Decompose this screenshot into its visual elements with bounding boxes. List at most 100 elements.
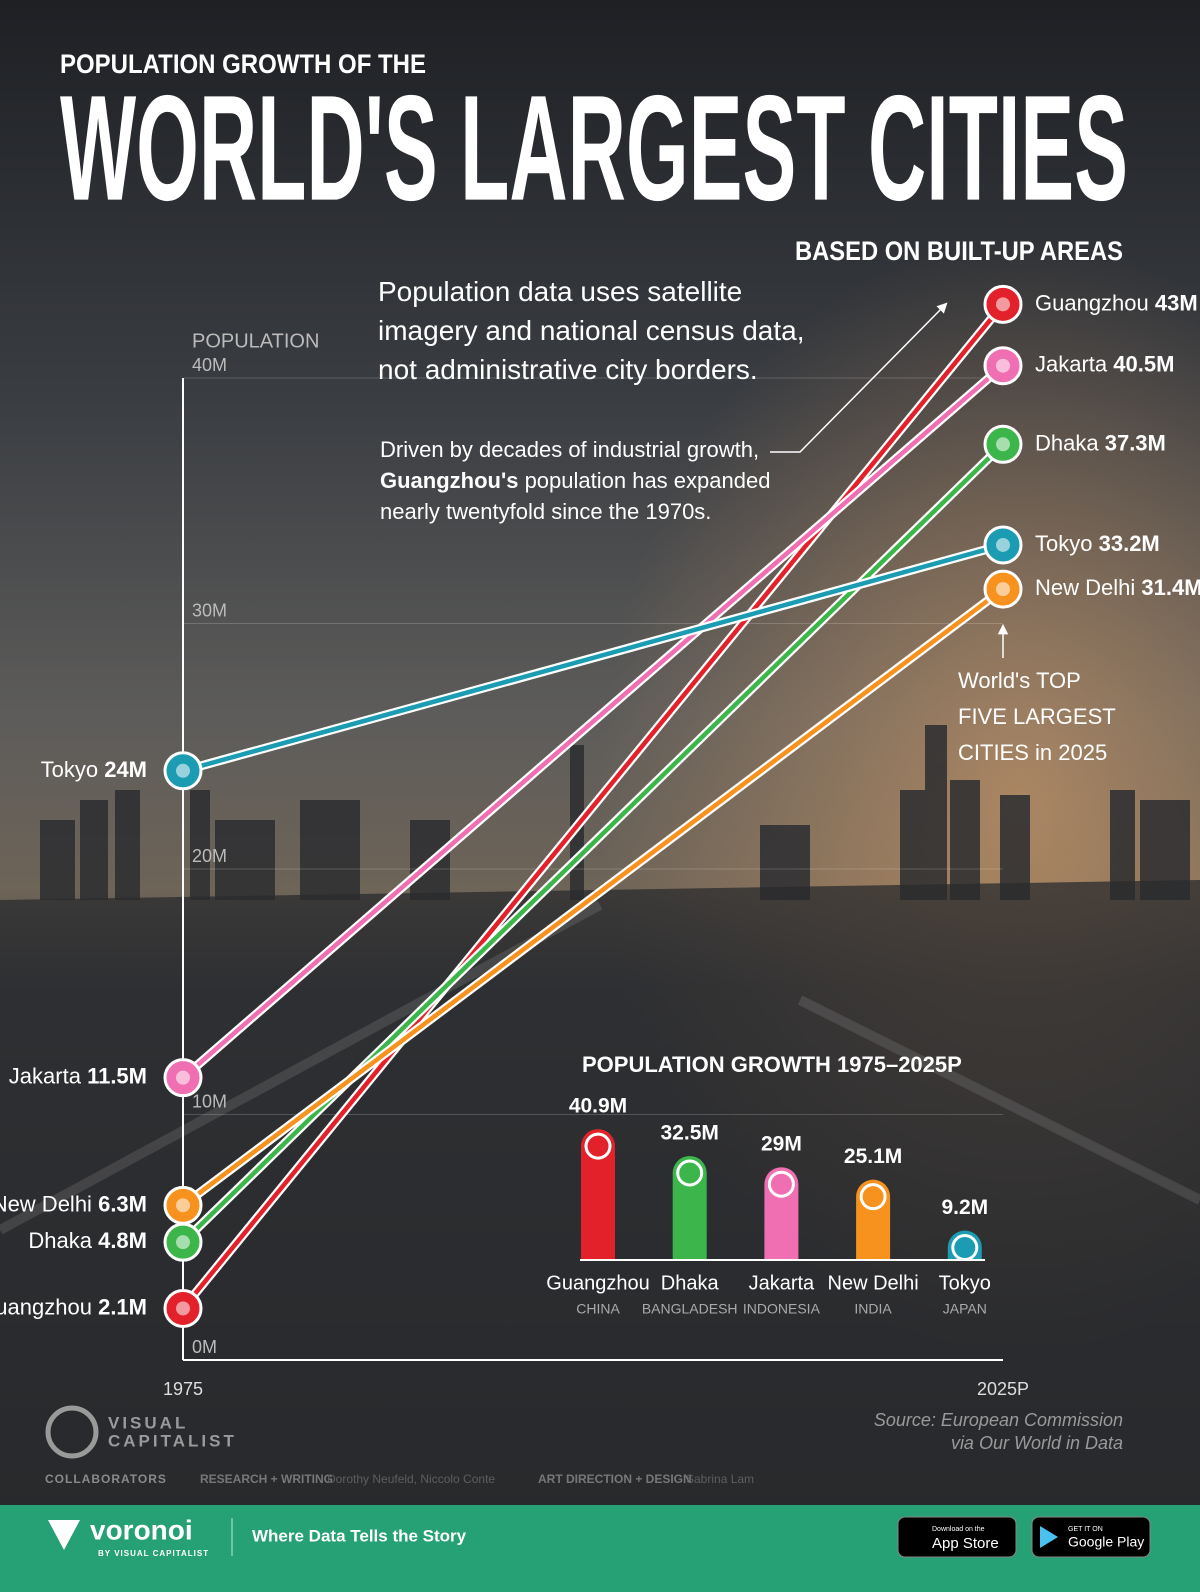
badge-text[interactable]: App Store <box>932 1535 999 1552</box>
annotation-text: not administrative city borders. <box>378 354 758 385</box>
annotation-text: imagery and national census data, <box>378 315 805 346</box>
value-label: 33.2M <box>1099 531 1160 556</box>
series-line <box>180 363 1006 1080</box>
value-label: 24M <box>104 757 147 782</box>
footer-brand: voronoi <box>90 1514 193 1545</box>
city-name: Guangzhou <box>0 1294 92 1319</box>
google-play-badge[interactable]: GET IT ON Google Play <box>1031 1516 1151 1558</box>
city-name: Jakarta <box>9 1063 82 1088</box>
credits-names: Dorothy Neufeld, Niccolo Conte <box>327 1472 495 1486</box>
bar-emblem <box>584 1132 612 1160</box>
badge-text[interactable]: Google Play <box>1068 1534 1144 1550</box>
point-label: Guangzhou 43M <box>1035 290 1198 315</box>
credits-label: RESEARCH + WRITING <box>200 1472 333 1486</box>
bar-category-label: Guangzhou <box>546 1272 649 1294</box>
footer-tagline: Where Data Tells the Story <box>252 1526 467 1545</box>
marker-emblem <box>996 297 1010 312</box>
voronoi-mark <box>48 1520 80 1550</box>
value-label: 31.4M <box>1141 575 1200 600</box>
y-tick-label: 20M <box>192 846 227 866</box>
y-tick-label: 30M <box>192 600 227 620</box>
annotation-arrow <box>770 302 948 453</box>
annotation: nearly twentyfold since the 1970s. <box>380 499 711 524</box>
bar <box>581 1129 615 1260</box>
annotation: World's TOP <box>958 668 1081 693</box>
point-label: Dhaka 4.8M <box>28 1228 147 1253</box>
marker-emblem <box>176 763 190 778</box>
annotation-text: population has expanded <box>518 468 770 493</box>
bar-value-label: 9.2M <box>941 1196 988 1219</box>
badge-frame[interactable] <box>1031 1516 1151 1558</box>
bar-chart: POPULATION GROWTH 1975–2025P 40.9M Guangzh… <box>546 1052 991 1317</box>
value-label: 43M <box>1155 290 1198 315</box>
annotation-text: Population data uses satellite <box>378 276 742 307</box>
bar-category-label: Dhaka <box>661 1272 720 1294</box>
source: via Our World in Data <box>951 1433 1123 1453</box>
bar-emblem <box>859 1183 887 1211</box>
point-label: Jakarta 11.5M <box>9 1063 147 1088</box>
footer-brand-sub: BY VISUAL CAPITALIST <box>98 1549 209 1558</box>
annotation-text: CITIES in 2025 <box>958 740 1107 765</box>
bar-category-label: Tokyo <box>939 1272 991 1294</box>
marker-emblem <box>176 1070 190 1085</box>
marker-emblem <box>996 582 1010 597</box>
point-label: Tokyo 24M <box>41 757 147 782</box>
source: Source: European Commission <box>874 1410 1123 1430</box>
bar-sublabel: INDIA <box>854 1301 892 1317</box>
logo-text: CAPITALIST <box>108 1431 237 1450</box>
city-name: Tokyo <box>1035 531 1092 556</box>
marker-emblem <box>996 437 1010 452</box>
x-tick-label: 1975 <box>163 1379 203 1399</box>
annotation: imagery and national census data, <box>378 315 805 346</box>
credits-label: ART DIRECTION + DESIGN <box>538 1472 692 1486</box>
value-label: 2.1M <box>98 1294 147 1319</box>
annotation: Guangzhou's population has expanded <box>380 468 770 493</box>
point-label: Tokyo 33.2M <box>1035 531 1160 556</box>
marker-emblem <box>176 1235 190 1250</box>
badge-small-text[interactable]: GET IT ON <box>1068 1526 1103 1533</box>
visual-capitalist-logo: VISUAL CAPITALIST <box>45 1405 237 1459</box>
y-tick-label: 0M <box>192 1337 217 1357</box>
city-name: Jakarta <box>1035 352 1108 377</box>
value-label: 11.5M <box>87 1063 147 1088</box>
bar-emblem <box>951 1234 979 1262</box>
credits: COLLABORATORS RESEARCH + WRITING Dorothy… <box>45 1472 754 1486</box>
city-name: Dhaka <box>1035 430 1099 455</box>
marker-emblem <box>176 1301 190 1316</box>
bar-value-label: 40.9M <box>569 1095 627 1118</box>
credits-heading: COLLABORATORS <box>45 1472 167 1486</box>
annotation: not administrative city borders. <box>378 354 758 385</box>
badge-frame[interactable] <box>897 1516 1017 1558</box>
y-tick-label: 10M <box>192 1091 227 1111</box>
marker-emblem <box>176 1198 190 1213</box>
series-line <box>180 442 1006 1245</box>
marker-emblem <box>996 537 1010 552</box>
bar-sublabel: BANGLADESH <box>642 1301 738 1317</box>
road-lines <box>0 900 1200 1235</box>
bar-emblem <box>676 1159 704 1187</box>
annotation: FIVE LARGEST <box>958 704 1116 729</box>
x-tick-label: 2025P <box>977 1379 1029 1399</box>
city-name: New Delhi <box>1035 575 1135 600</box>
annotation-text: FIVE LARGEST <box>958 704 1116 729</box>
title: WORLD'S LARGEST CITIES <box>60 64 1128 232</box>
subtitle: BASED ON BUILT-UP AREAS <box>795 236 1123 266</box>
value-label: 6.3M <box>98 1191 147 1216</box>
marker-emblem <box>996 358 1010 373</box>
point-label: Jakarta 40.5M <box>1035 352 1174 377</box>
point-label: Guangzhou 2.1M <box>0 1294 147 1319</box>
point-label: Dhaka 37.3M <box>1035 430 1166 455</box>
app-store-badge[interactable]: Download on the App Store <box>897 1516 1017 1558</box>
annotation-text: World's TOP <box>958 668 1081 693</box>
value-label: 40.5M <box>1113 352 1174 377</box>
badge-small-text[interactable]: Download on the <box>932 1526 985 1533</box>
bar-chart-title: POPULATION GROWTH 1975–2025P <box>582 1052 962 1077</box>
bar-sublabel: JAPAN <box>943 1301 987 1317</box>
supertitle: POPULATION GROWTH OF THE <box>60 49 426 79</box>
play-icon[interactable] <box>1040 1526 1058 1548</box>
annotation: Population data uses satellite <box>378 276 742 307</box>
point-label: New Delhi 31.4M <box>1035 575 1200 600</box>
bar-value-label: 32.5M <box>661 1122 719 1145</box>
